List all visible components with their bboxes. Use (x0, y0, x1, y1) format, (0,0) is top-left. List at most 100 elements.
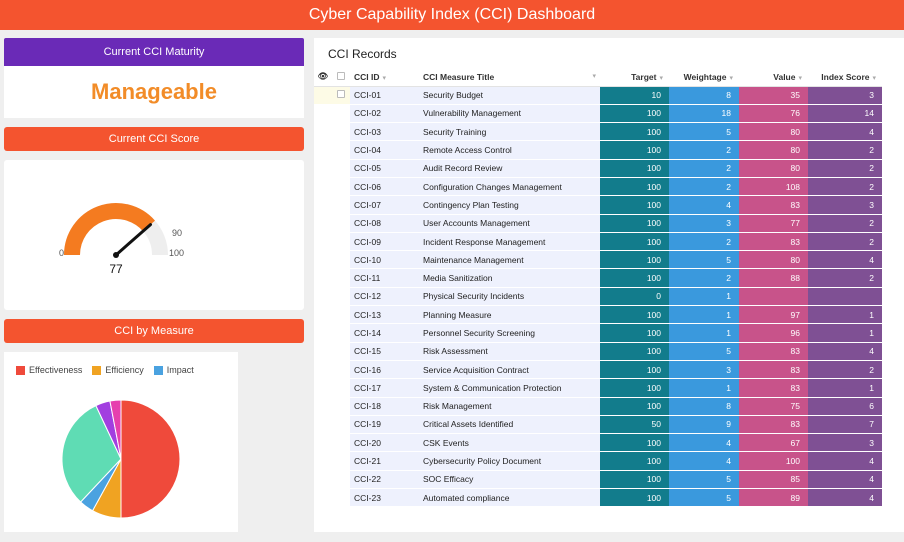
cci-title-cell: Incident Response Management (419, 232, 600, 252)
value-cell: 83 (739, 360, 808, 380)
pie-slice[interactable] (109, 399, 122, 460)
legend-item-impact[interactable]: Impact (153, 365, 194, 375)
cci-title-cell: Remote Access Control (419, 140, 600, 160)
table-row[interactable]: CCI-01 Security Budget 10 8 35 3 (314, 86, 882, 105)
cci-id-cell: CCI-20 (350, 433, 419, 453)
table-row[interactable]: CCI-12 Physical Security Incidents 0 1 (314, 287, 882, 307)
column-label: Target (631, 71, 657, 82)
row-checkbox-cell (332, 451, 350, 471)
table-row[interactable]: CCI-16 Service Acquisition Contract 100 3 83… (314, 360, 882, 380)
cci-title-cell: Service Acquisition Contract (419, 360, 600, 380)
score-header: Current CCI Score (4, 127, 304, 151)
cci-id-cell: CCI-11 (350, 268, 419, 288)
records-table-body: CCI-01 Security Budget 10 8 35 3 CCI-02 Vulnera… (314, 86, 882, 508)
index-score-cell: 4 (808, 342, 882, 361)
column-header-weightage[interactable]: Weightage ▾ (669, 68, 739, 87)
visibility-column[interactable]: 👁 (314, 68, 332, 87)
legend-swatch (153, 365, 163, 375)
cci-id-cell: CCI-18 (350, 397, 419, 416)
pie-slice[interactable] (120, 399, 181, 519)
weightage-cell: 1 (669, 305, 739, 325)
records-table: 👁 CCI ID ▾ CCI Measure Title ▾ Target ▾ Wei… (314, 68, 882, 508)
index-score-cell: 6 (808, 397, 882, 416)
row-visibility-cell (314, 360, 332, 380)
row-checkbox-cell (332, 287, 350, 307)
table-row[interactable]: CCI-22 SOC Efficacy 100 5 85 4 (314, 470, 882, 490)
index-score-cell: 2 (808, 214, 882, 233)
value-cell: 80 (739, 159, 808, 178)
target-cell: 100 (600, 214, 669, 233)
value-cell: 96 (739, 323, 808, 343)
row-checkbox[interactable] (337, 90, 345, 99)
weightage-cell: 5 (669, 122, 739, 142)
column-header-value[interactable]: Value ▾ (739, 68, 808, 87)
target-cell: 100 (600, 451, 669, 471)
table-row[interactable]: CCI-08 User Accounts Management 100 3 77 2 (314, 214, 882, 233)
column-header-target[interactable]: Target ▾ (600, 68, 669, 87)
table-row[interactable]: CCI-05 Audit Record Review 100 2 80 2 (314, 159, 882, 178)
table-row[interactable]: CCI-14 Personnel Security Screening 100 1 96… (314, 323, 882, 343)
table-row[interactable]: CCI-11 Media Sanitization 100 2 88 2 (314, 268, 882, 288)
row-checkbox-cell (332, 86, 350, 105)
value-cell: 100 (739, 451, 808, 471)
target-cell: 100 (600, 323, 669, 343)
cci-id-cell: CCI-19 (350, 415, 419, 435)
cci-title-cell: Audit Record Review (419, 159, 600, 178)
value-cell: 77 (739, 214, 808, 233)
pie-slice[interactable] (61, 404, 122, 503)
legend-item-effectiveness[interactable]: Effectiveness (16, 365, 82, 375)
index-score-cell: 1 (808, 305, 882, 325)
index-score-cell: 3 (808, 195, 882, 215)
value-cell: 80 (739, 122, 808, 142)
row-checkbox-cell (332, 104, 350, 124)
row-visibility-cell (314, 104, 332, 124)
table-row[interactable]: CCI-03 Security Training 100 5 80 4 (314, 122, 882, 142)
index-score-cell: 4 (808, 470, 882, 490)
table-row[interactable]: CCI-04 Remote Access Control 100 2 80 2 (314, 140, 882, 160)
table-row[interactable]: CCI-07 Contingency Plan Testing 100 4 83 3 (314, 195, 882, 215)
cci-title-cell: Physical Security Incidents (419, 287, 600, 307)
weightage-cell: 8 (669, 397, 739, 416)
table-row[interactable]: CCI-18 Risk Management 100 8 75 6 (314, 397, 882, 416)
column-header-id[interactable]: CCI ID ▾ (350, 68, 419, 87)
gauge-value: 77 (109, 262, 123, 276)
table-row[interactable]: CCI-02 Vulnerability Management 100 18 76 14 (314, 104, 882, 124)
table-header-row: 👁 CCI ID ▾ CCI Measure Title ▾ Target ▾ Wei… (314, 68, 882, 87)
select-all-column[interactable] (332, 68, 350, 87)
cci-title-cell: Risk Management (419, 397, 600, 416)
table-row[interactable]: CCI-06 Configuration Changes Management 10… (314, 177, 882, 197)
row-visibility-cell (314, 195, 332, 215)
table-row[interactable]: CCI-17 System & Communication Protection 1… (314, 378, 882, 398)
row-visibility-cell (314, 378, 332, 398)
target-cell: 100 (600, 470, 669, 490)
table-row[interactable]: CCI-09 Incident Response Management 100 2 83… (314, 232, 882, 252)
column-header-index[interactable]: Index Score ▾ (808, 68, 882, 87)
target-cell: 100 (600, 177, 669, 197)
score-label: Current CCI Score (108, 133, 200, 145)
weightage-cell: 3 (669, 360, 739, 380)
target-cell: 50 (600, 415, 669, 435)
cci-id-cell: CCI-15 (350, 342, 419, 361)
table-row[interactable]: CCI-15 Risk Assessment 100 5 83 4 (314, 342, 882, 361)
table-row[interactable]: CCI-13 Planning Measure 100 1 97 1 (314, 305, 882, 325)
table-row[interactable]: CCI-10 Maintenance Management 100 5 80 4 (314, 250, 882, 270)
row-visibility-cell (314, 214, 332, 233)
column-header-title[interactable]: CCI Measure Title ▾ (419, 68, 600, 87)
table-row[interactable]: CCI-20 CSK Events 100 4 67 3 (314, 433, 882, 453)
table-row[interactable]: CCI-23 Automated compliance 100 5 89 4 (314, 488, 882, 508)
row-visibility-cell (314, 268, 332, 288)
select-all-checkbox[interactable] (337, 71, 345, 80)
cci-title-cell: Personnel Security Screening (419, 323, 600, 343)
target-cell: 100 (600, 360, 669, 380)
target-cell: 100 (600, 140, 669, 160)
weightage-cell: 4 (669, 433, 739, 453)
table-row[interactable]: CCI-19 Critical Assets Identified 50 9 83 7 (314, 415, 882, 435)
cci-id-cell: CCI-04 (350, 140, 419, 160)
cci-id-cell: CCI-17 (350, 378, 419, 398)
legend-item-efficiency[interactable]: Efficiency (92, 365, 144, 375)
value-cell: 76 (739, 104, 808, 124)
table-row[interactable]: CCI-21 Cybersecurity Policy Document 100 4 1… (314, 451, 882, 471)
row-checkbox-cell (332, 342, 350, 361)
cci-title-cell: System & Communication Protection (419, 378, 600, 398)
target-cell: 100 (600, 342, 669, 361)
